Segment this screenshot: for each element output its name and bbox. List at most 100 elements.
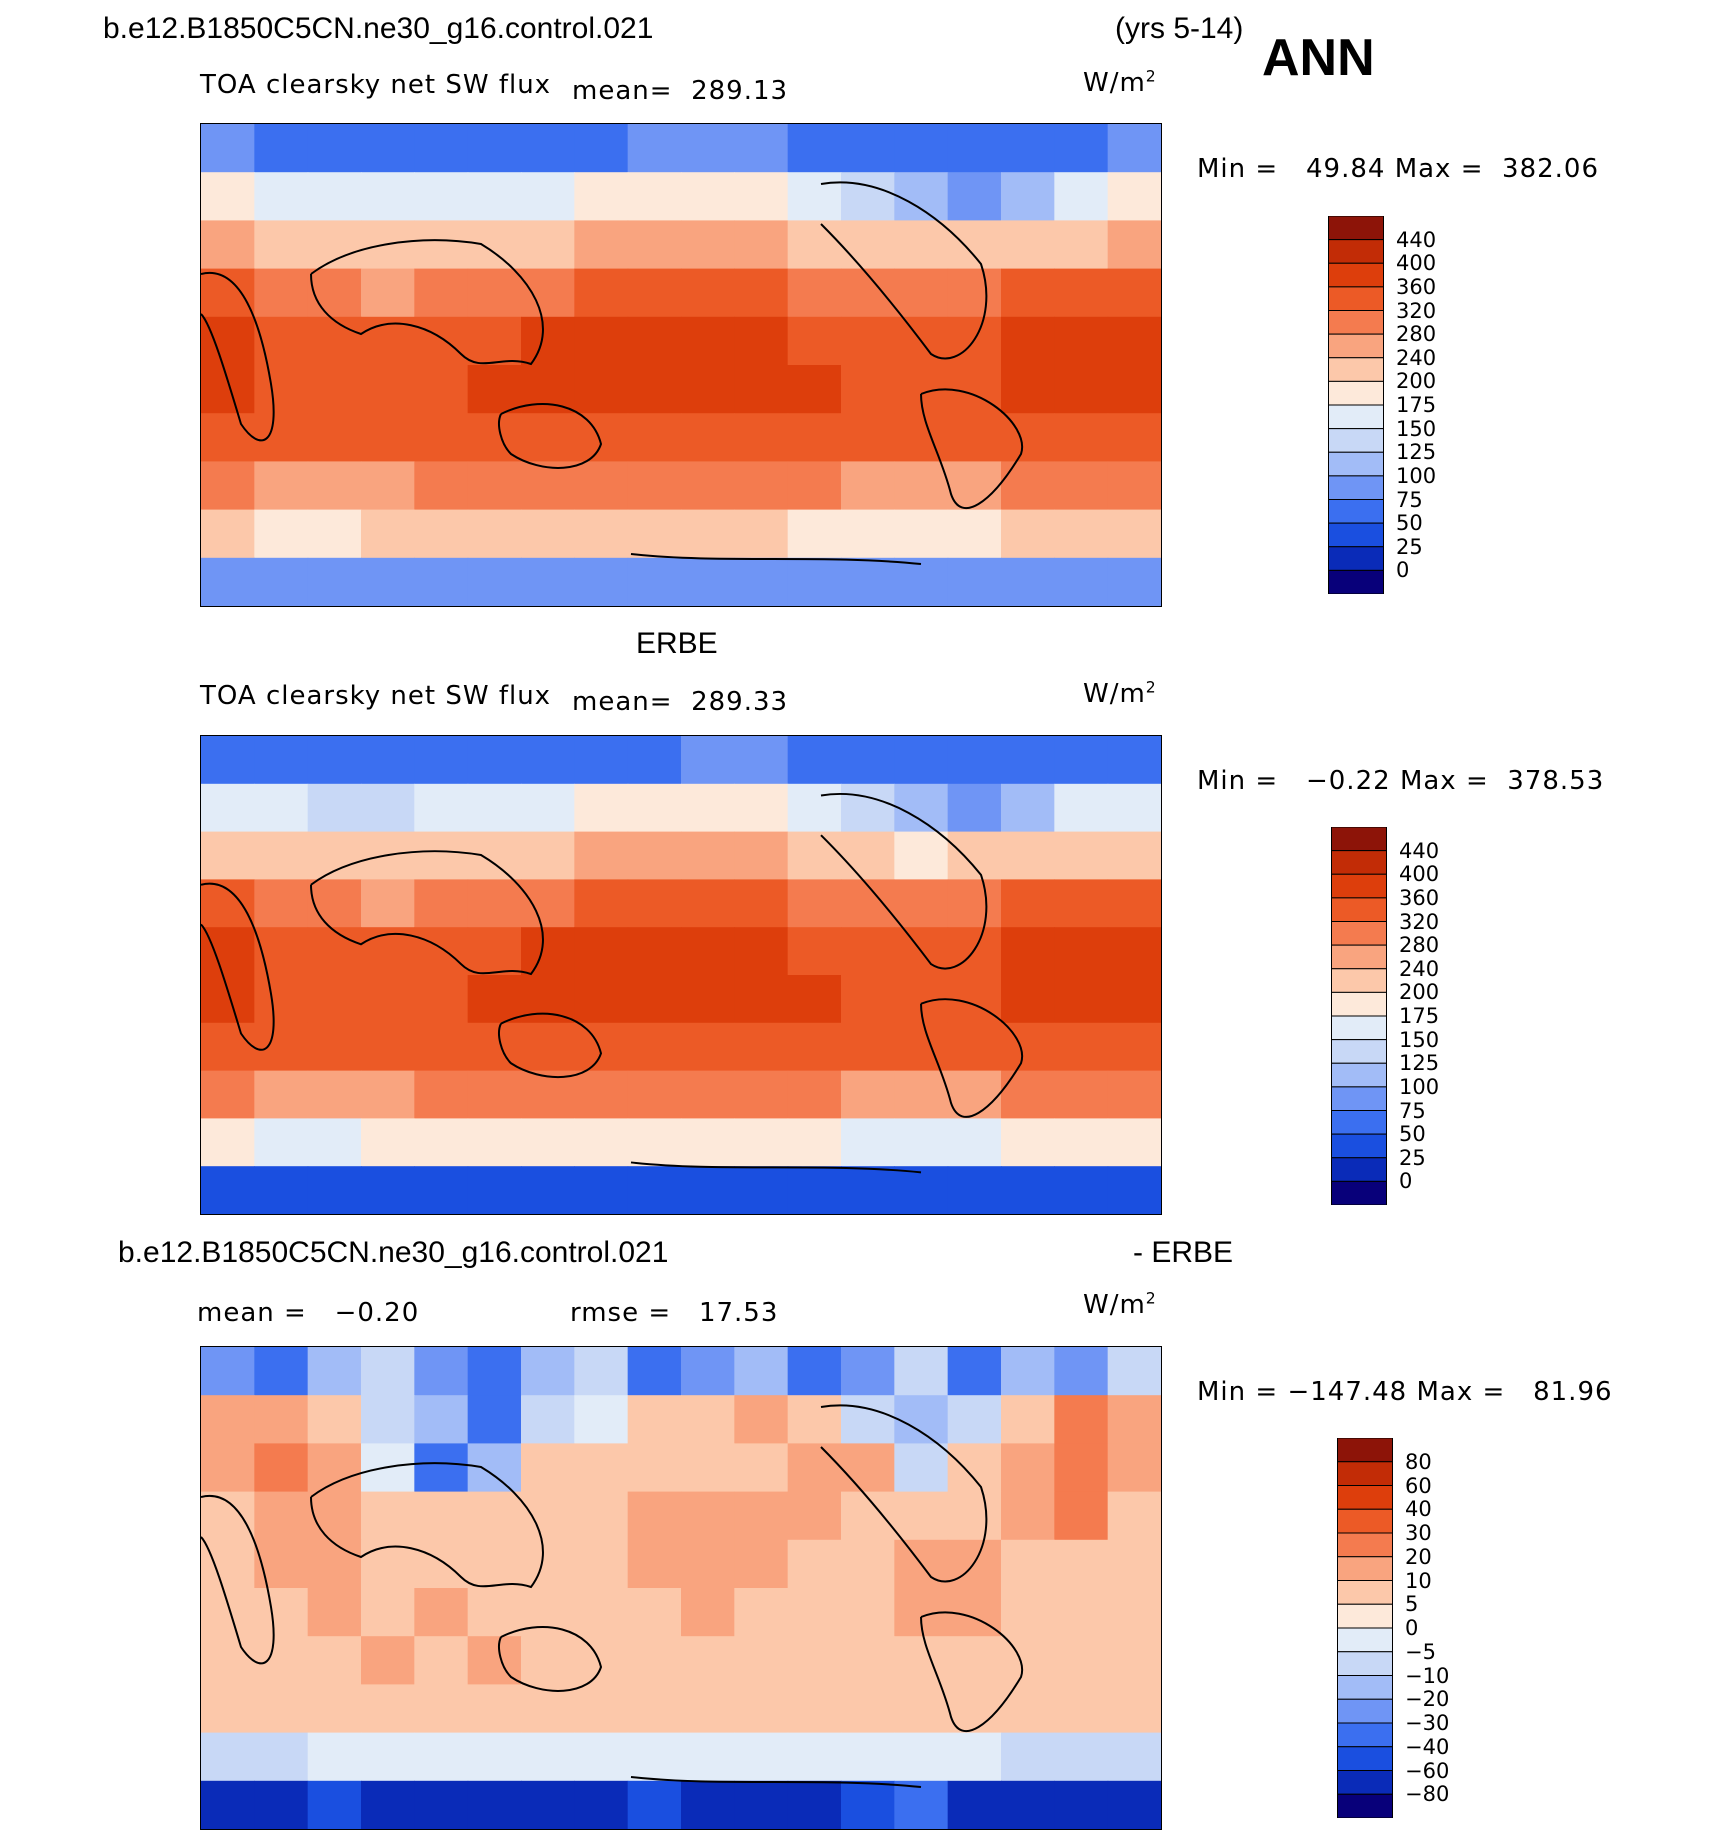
colorbar-tick-label: 150	[1396, 416, 1437, 441]
colorbar-swatch	[1337, 1675, 1393, 1700]
colorbar-tick-label: −20	[1405, 1687, 1450, 1712]
heatmap-cell	[414, 1166, 469, 1214]
heatmap-cell	[307, 831, 362, 880]
heatmap-cell	[574, 1443, 629, 1493]
heatmap-cell	[734, 413, 789, 462]
heatmap-cell	[681, 1636, 735, 1685]
heatmap-cell	[254, 124, 309, 173]
heatmap-cell	[1107, 1022, 1161, 1072]
heatmap-cell	[947, 557, 1002, 606]
heatmap-cell	[467, 124, 522, 173]
heatmap-cell	[787, 172, 842, 221]
panel3-title-suffix: - ERBE	[1133, 1236, 1234, 1269]
colorbar-swatch	[1328, 499, 1384, 524]
heatmap-cell	[467, 1684, 522, 1734]
heatmap-cell	[361, 1347, 415, 1396]
heatmap-cell	[681, 736, 735, 785]
heatmap-cell	[894, 736, 949, 785]
heatmap-cell	[467, 1070, 522, 1119]
colorbar-swatch	[1331, 897, 1387, 923]
heatmap-cell	[627, 1780, 682, 1829]
heatmap-cell	[1054, 1539, 1109, 1589]
heatmap-cell	[787, 1022, 842, 1072]
colorbar-tick-label: −80	[1405, 1782, 1450, 1807]
case-title: b.e12.B1850C5CN.ne30_g16.control.021	[103, 12, 654, 45]
heatmap-cell	[787, 413, 842, 462]
heatmap-cell	[307, 509, 362, 559]
heatmap-cell	[521, 831, 575, 880]
heatmap-cell	[521, 1636, 575, 1685]
panel3-max-value: 81.96	[1533, 1377, 1613, 1407]
heatmap-cell	[894, 172, 949, 221]
heatmap-cell	[787, 1118, 842, 1167]
heatmap-cell	[734, 268, 789, 318]
heatmap-cell	[1107, 1347, 1161, 1396]
heatmap-cell	[734, 1732, 789, 1782]
heatmap-cell	[841, 927, 895, 976]
heatmap-cell	[307, 413, 362, 462]
heatmap-cell	[1107, 1684, 1161, 1734]
colorbar-swatch	[1337, 1580, 1393, 1605]
heatmap-cell	[734, 879, 789, 928]
heatmap-cell	[201, 831, 255, 880]
heatmap-cell	[307, 220, 362, 270]
heatmap-cell	[947, 1443, 1002, 1493]
colorbar-strip	[1331, 827, 1387, 1205]
heatmap-cell	[841, 172, 895, 221]
heatmap-cell	[254, 316, 309, 366]
colorbar-swatch	[1331, 991, 1387, 1017]
coastline	[920, 998, 1024, 1118]
heatmap-cell	[361, 557, 415, 606]
heatmap-cell	[467, 365, 522, 414]
heatmap-cell	[1001, 1588, 1055, 1637]
heatmap-cell	[841, 736, 895, 785]
coastline	[310, 1462, 544, 1589]
panel2-min-value: −0.22	[1305, 766, 1391, 796]
heatmap-cell	[1001, 1347, 1055, 1396]
heatmap-cell	[1107, 557, 1161, 606]
heatmap-cell	[681, 1684, 735, 1734]
heatmap-cell	[201, 1539, 255, 1589]
heatmap-cell	[627, 927, 682, 976]
heatmap-cell	[254, 172, 309, 221]
heatmap-cell	[361, 1118, 415, 1167]
coastline	[201, 271, 275, 442]
colorbar-tick-label: −10	[1405, 1663, 1450, 1688]
heatmap-cell	[681, 1395, 735, 1444]
heatmap-cell	[627, 1118, 682, 1167]
heatmap-cell	[681, 1118, 735, 1167]
heatmap-cell	[1054, 509, 1109, 559]
heatmap-cell	[201, 1684, 255, 1734]
colorbar-tick-label: 200	[1399, 980, 1440, 1005]
heatmap-cell	[307, 1395, 362, 1444]
heatmap-cell	[1054, 220, 1109, 270]
heatmap-cell	[414, 783, 469, 833]
heatmap-cell	[894, 509, 949, 559]
heatmap-cell	[361, 1070, 415, 1119]
panel3-mean: mean = −0.20	[197, 1298, 419, 1328]
heatmap-cell	[307, 975, 362, 1024]
heatmap-cell	[1001, 1443, 1055, 1493]
coastline	[310, 239, 544, 366]
heatmap-cell	[681, 927, 735, 976]
heatmap-cell	[1107, 124, 1161, 173]
heatmap-cell	[521, 1347, 575, 1396]
heatmap-cell	[414, 268, 469, 318]
panel2-mean-label: mean=	[572, 687, 673, 717]
heatmap-cell	[574, 124, 629, 173]
colorbar-tick-label: 280	[1399, 933, 1440, 958]
heatmap-cell	[1054, 1395, 1109, 1444]
heatmap-cell	[947, 879, 1002, 928]
colorbar-strip	[1337, 1438, 1393, 1818]
colorbar-swatch	[1331, 850, 1387, 875]
heatmap-cell	[787, 509, 842, 559]
heatmap-cell	[414, 509, 469, 559]
heatmap-cell	[734, 1539, 789, 1589]
heatmap-cell	[467, 557, 522, 606]
heatmap-cell	[1001, 975, 1055, 1024]
heatmap-cell	[627, 1636, 682, 1685]
heatmap-cell	[1001, 1022, 1055, 1072]
colorbar-tick-label: 0	[1399, 1169, 1413, 1194]
colorbar-swatch	[1337, 1556, 1393, 1581]
heatmap-cell	[734, 461, 789, 511]
